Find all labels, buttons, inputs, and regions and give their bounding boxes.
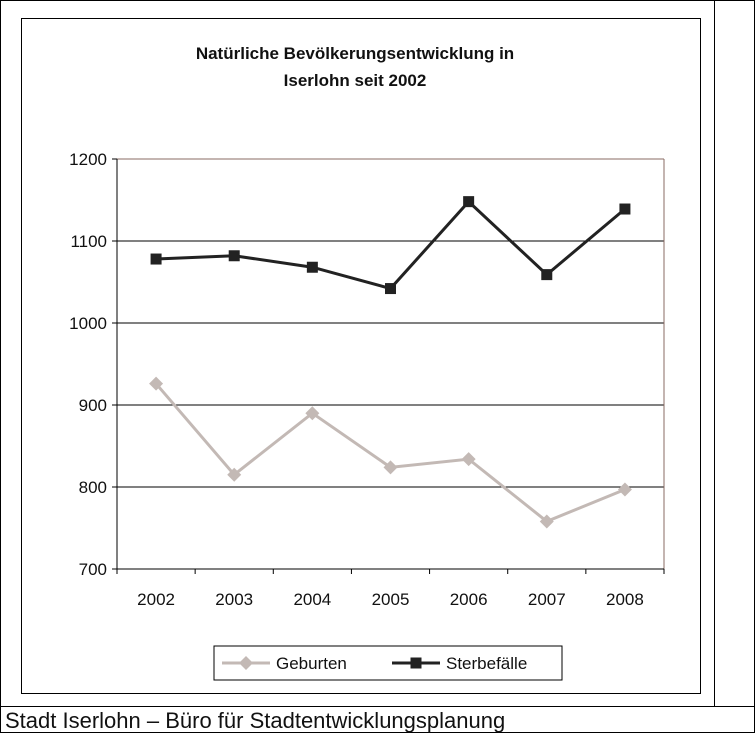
- data-point-sterbef-lle: [228, 250, 240, 262]
- y-tick-label: 1000: [69, 314, 107, 333]
- data-point-sterbef-lle: [463, 196, 475, 208]
- data-point-geburten: [617, 482, 632, 497]
- data-point-geburten: [539, 514, 554, 529]
- series-line-sterbef-lle: [156, 199, 626, 291]
- data-point-geburten: [305, 406, 320, 421]
- x-tick-label: 2007: [528, 590, 566, 609]
- x-tick-label: 2008: [606, 590, 644, 609]
- line-chart: Natürliche Bevölkerungsentwicklung in Is…: [69, 44, 665, 681]
- y-tick-label: 700: [79, 560, 107, 579]
- data-point-sterbef-lle: [385, 283, 396, 295]
- data-point-sterbef-lle: [150, 253, 162, 265]
- chart-title-line-2: Iserlohn seit 2002: [284, 71, 427, 90]
- data-point-geburten: [227, 467, 242, 482]
- frame-divider-vertical: [714, 0, 715, 706]
- data-point-sterbef-lle: [306, 261, 318, 273]
- legend-label-sterbef-lle: Sterbefälle: [446, 654, 527, 673]
- chart-area: Natürliche Bevölkerungsentwicklung in Is…: [21, 18, 701, 694]
- legend: Geburten Sterbefälle: [213, 645, 563, 681]
- x-tick-label: 2002: [137, 590, 175, 609]
- caption: Stadt Iserlohn – Büro für Stadtentwicklu…: [5, 708, 506, 733]
- y-tick-label: 900: [79, 396, 107, 415]
- x-tick-label: 2004: [293, 590, 331, 609]
- legend-box: [213, 645, 563, 681]
- data-point-sterbef-lle: [541, 269, 553, 281]
- chart-title-line-1: Natürliche Bevölkerungsentwicklung in: [196, 44, 514, 63]
- x-tick-label: 2005: [372, 590, 410, 609]
- y-tick-label: 1200: [69, 150, 107, 169]
- series-line-geburten: [154, 382, 626, 524]
- y-tick-label: 800: [79, 478, 107, 497]
- legend-marker-geburten: [239, 656, 253, 670]
- legend-label-geburten: Geburten: [276, 654, 347, 673]
- data-point-geburten: [383, 460, 398, 475]
- axes: 700 800 900 1000 1100 1200 2002 2003 2004 2005 200…: [69, 150, 665, 609]
- series: [149, 196, 632, 529]
- x-tick-label: 2003: [215, 590, 253, 609]
- data-point-geburten: [461, 452, 476, 467]
- y-tick-label: 1100: [70, 232, 107, 251]
- chart-title: Natürliche Bevölkerungsentwicklung in Is…: [196, 44, 514, 90]
- gridlines: [117, 158, 665, 569]
- data-point-sterbef-lle: [619, 203, 631, 215]
- x-tick-label: 2006: [450, 590, 488, 609]
- frame-divider-horizontal: [0, 706, 755, 707]
- data-point-geburten: [149, 376, 164, 391]
- legend-marker-sterbef-lle: [410, 657, 422, 669]
